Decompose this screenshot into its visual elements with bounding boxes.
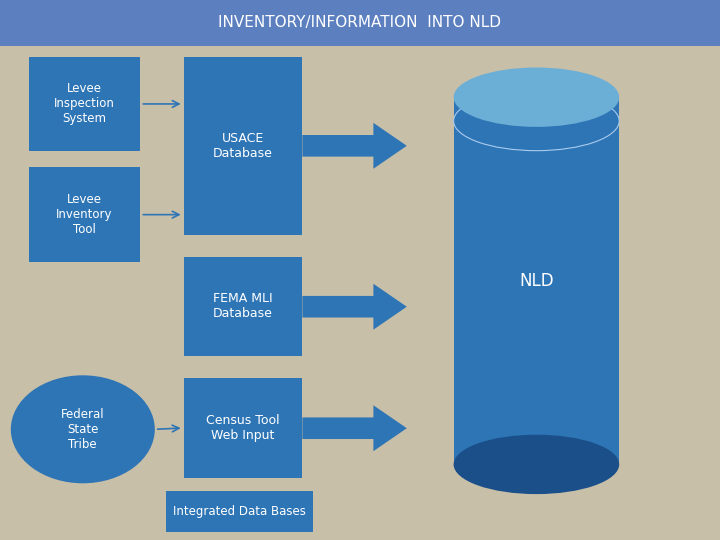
Text: Integrated Data Bases: Integrated Data Bases: [173, 505, 306, 518]
Polygon shape: [302, 123, 407, 168]
Bar: [29, 167, 140, 262]
Bar: [184, 378, 302, 478]
Text: USACE
Database: USACE Database: [213, 132, 273, 160]
Text: Census Tool
Web Input: Census Tool Web Input: [206, 414, 280, 442]
Text: NLD: NLD: [519, 272, 554, 290]
Text: FEMA MLI
Database: FEMA MLI Database: [213, 293, 273, 320]
Ellipse shape: [454, 435, 619, 494]
Bar: [184, 256, 302, 356]
Bar: [454, 97, 619, 464]
Text: Levee
Inspection
System: Levee Inspection System: [54, 83, 115, 125]
Text: Levee
Inventory
Tool: Levee Inventory Tool: [56, 193, 113, 236]
Bar: [29, 57, 140, 151]
Text: Federal
State
Tribe: Federal State Tribe: [61, 408, 104, 451]
Bar: [184, 57, 302, 235]
Bar: [0, 0, 720, 46]
Ellipse shape: [11, 375, 155, 483]
Bar: [166, 491, 313, 532]
Polygon shape: [302, 284, 407, 329]
Ellipse shape: [454, 68, 619, 127]
Text: INVENTORY/INFORMATION  INTO NLD: INVENTORY/INFORMATION INTO NLD: [218, 16, 502, 30]
Polygon shape: [302, 405, 407, 451]
Ellipse shape: [454, 91, 619, 151]
